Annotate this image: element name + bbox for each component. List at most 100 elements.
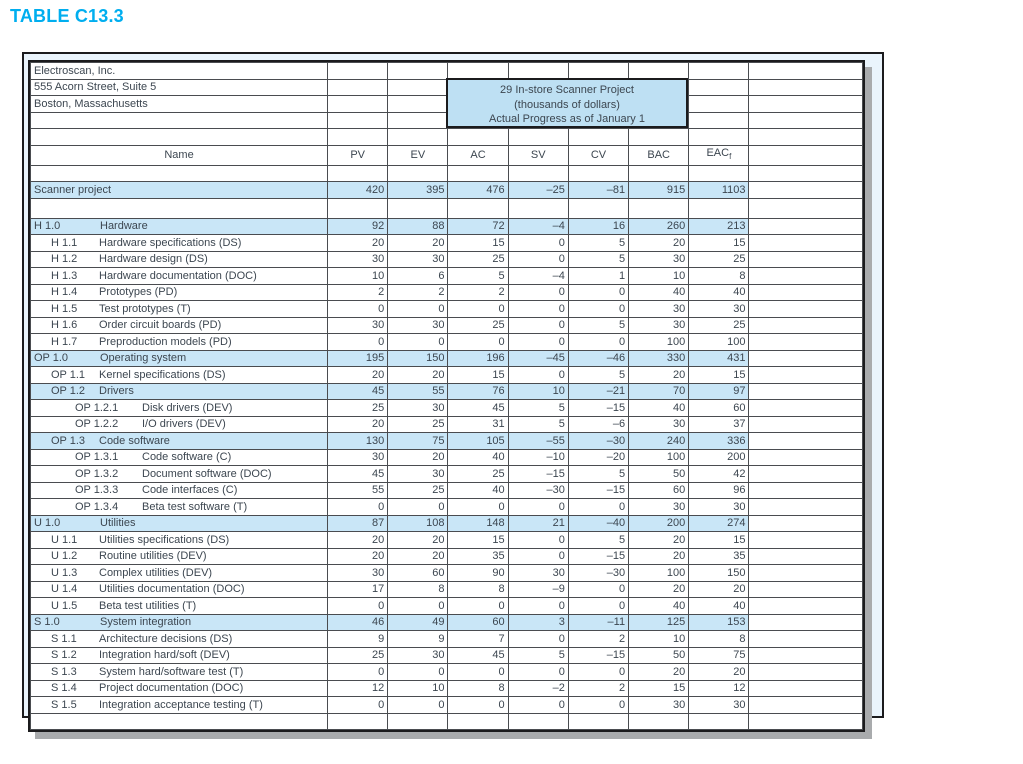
cell-bac: 60	[628, 481, 690, 499]
cell-bac: 15	[628, 679, 690, 697]
cell-cv: 5	[567, 465, 630, 483]
column-header-row: Name PV EV AC SV CV BAC EACf	[29, 144, 863, 166]
cell-trailing	[748, 531, 863, 549]
cell-blank	[29, 128, 329, 146]
cell-blank	[567, 197, 630, 219]
cell-cv	[567, 62, 630, 80]
cell-cv: 0	[567, 498, 630, 516]
wbs-code: U 1.4	[51, 583, 78, 596]
cell-ac: 15	[447, 366, 509, 384]
cell-trailing	[748, 95, 863, 113]
wbs-label: Hardware specifications (DS)	[99, 236, 242, 249]
cell-cv: 0	[567, 580, 630, 598]
wbs-code: U 1.2	[51, 550, 78, 563]
cell-name: U 1.3 Complex utilities (DEV)	[29, 564, 329, 582]
cell-trailing	[748, 580, 863, 598]
wbs-label: Test prototypes (T)	[99, 302, 191, 315]
cell-bac: 915	[628, 181, 690, 199]
cell-name: U 1.1 Utilities specifications (DS)	[29, 531, 329, 549]
cell-ev: 20	[387, 448, 449, 466]
cell-blank	[507, 712, 569, 730]
cell-eac: 1103	[688, 181, 750, 199]
cell-cv: 0	[567, 696, 630, 714]
cell-cv: –40	[567, 514, 630, 532]
cell-ac: 8	[447, 580, 509, 598]
cell-blank	[327, 712, 389, 730]
cell-blank	[688, 712, 750, 730]
cell-sv: 0	[507, 597, 569, 615]
cell-eac: 30	[688, 696, 750, 714]
cell-name: S 1.0 System integration	[29, 613, 329, 631]
wbs-item-row: U 1.3 Complex utilities (DEV) 30 60 90 30 –30 1…	[29, 564, 863, 582]
wbs-code: S 1.3	[51, 665, 77, 678]
cell-name: U 1.0 Utilities	[29, 514, 329, 532]
cell-name: H 1.3 Hardware documentation (DOC)	[29, 267, 329, 285]
cell-ev: 88	[387, 217, 449, 235]
cell-cv: 2	[567, 630, 630, 648]
cell-bac: 10	[628, 267, 690, 285]
cell-cv: 5	[567, 250, 630, 268]
cell-cv: 2	[567, 679, 630, 697]
cell-ev: 20	[387, 531, 449, 549]
column-header-bac: BAC	[628, 144, 690, 166]
cell-ev	[387, 62, 449, 80]
cell-sv: 5	[507, 399, 569, 417]
wbs-item-row: OP 1.3.2 Document software (DOC) 45 30 25 –15…	[29, 465, 863, 483]
cell-pv: 55	[327, 481, 389, 499]
cell-ev: 9	[387, 630, 449, 648]
cell-blank	[447, 128, 509, 146]
cell-bac: 30	[628, 250, 690, 268]
blank-row	[29, 197, 863, 219]
cell-ac: 25	[447, 250, 509, 268]
cell-ac: 40	[447, 481, 509, 499]
cell-ev: 30	[387, 399, 449, 417]
cell-eac: 60	[688, 399, 750, 417]
cell-blank	[387, 128, 449, 146]
cell-company-info: Electroscan, Inc.	[29, 62, 329, 80]
cell-ac: 15	[447, 531, 509, 549]
cell-cv: –30	[567, 432, 630, 450]
cell-eac	[688, 78, 750, 96]
wbs-code: OP 1.3	[51, 434, 86, 447]
cell-bac: 20	[628, 547, 690, 565]
column-header-cv: CV	[567, 144, 630, 166]
cell-sv: –2	[507, 679, 569, 697]
wbs-item-row: S 1.5 Integration acceptance testing (T) 0…	[29, 696, 863, 714]
cell-pv: 12	[327, 679, 389, 697]
cell-pv: 20	[327, 531, 389, 549]
cell-pv: 45	[327, 382, 389, 400]
cell-pv: 0	[327, 663, 389, 681]
cell-name: H 1.5 Test prototypes (T)	[29, 300, 329, 318]
cell-eac: 213	[688, 217, 750, 235]
cell-trailing	[748, 349, 863, 367]
wbs-item-row: OP 1.2.2 I/O drivers (DEV) 20 25 31 5 –6 30 37	[29, 415, 863, 433]
wbs-code: H 1.7	[51, 335, 78, 348]
cell-bac: 40	[628, 283, 690, 301]
wbs-item-row: H 1.5 Test prototypes (T) 0 0 0 0 0 30 30	[29, 300, 863, 318]
cell-sv: 0	[507, 316, 569, 334]
cell-ev: 108	[387, 514, 449, 532]
cell-eac: 40	[688, 283, 750, 301]
cell-trailing	[748, 564, 863, 582]
cell-sv: –10	[507, 448, 569, 466]
cell-sv: –4	[507, 267, 569, 285]
cell-cv: 1	[567, 267, 630, 285]
wbs-label: Beta test software (T)	[142, 500, 248, 513]
cell-trailing	[748, 217, 863, 235]
cell-bac: 30	[628, 415, 690, 433]
cell-trailing	[748, 613, 863, 631]
cell-bac: 20	[628, 663, 690, 681]
cell-eac: 100	[688, 333, 750, 351]
wbs-label: Kernel specifications (DS)	[99, 368, 226, 381]
cell-bac: 20	[628, 580, 690, 598]
cell-trailing	[748, 646, 863, 664]
cell-bac: 330	[628, 349, 690, 367]
cell-eac: 15	[688, 234, 750, 252]
cell-ev: 8	[387, 580, 449, 598]
cell-eac: 96	[688, 481, 750, 499]
wbs-label: Order circuit boards (PD)	[99, 319, 222, 332]
cell-trailing	[748, 712, 863, 730]
wbs-summary-row: H 1.0 Hardware 92 88 72 –4 16 260 213	[29, 217, 863, 235]
cell-sv: –45	[507, 349, 569, 367]
cell-blank	[688, 197, 750, 219]
